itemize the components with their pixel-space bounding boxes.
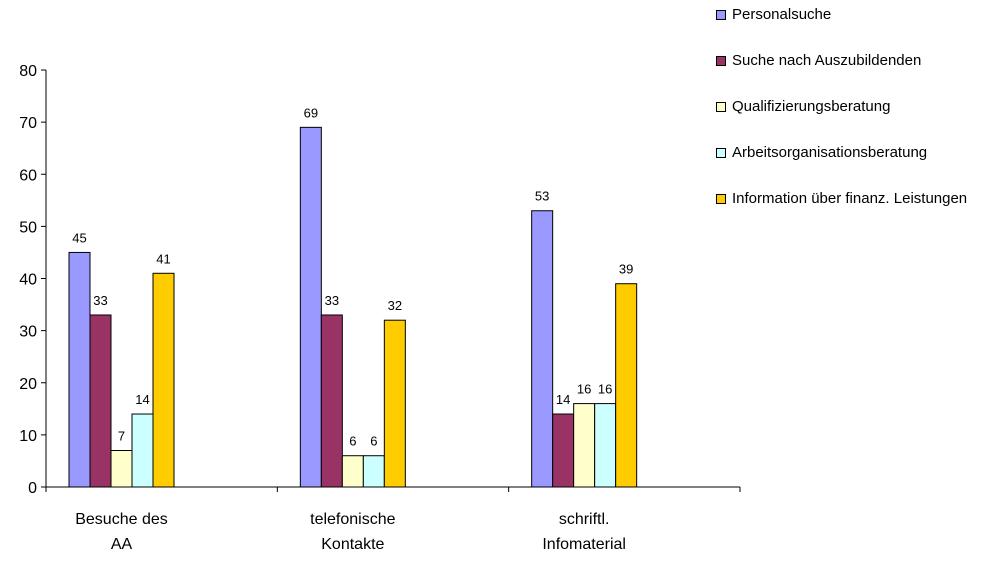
data-label: 32 [388, 298, 402, 313]
data-label: 69 [304, 105, 318, 120]
bar [110, 450, 133, 488]
data-label: 33 [93, 293, 107, 308]
bar [131, 413, 154, 488]
legend-swatch [716, 148, 726, 158]
legend-swatch [716, 10, 726, 20]
x-tick-label: schriftl. [559, 511, 610, 528]
data-label: 14 [135, 392, 149, 407]
y-tick-label: 20 [19, 376, 37, 393]
x-tick-label: Besuche des [75, 511, 168, 528]
data-label: 14 [556, 392, 570, 407]
bar [89, 314, 112, 488]
legend-swatch [716, 56, 726, 66]
bar [531, 210, 554, 488]
legend-label: Suche nach Auszubildenden [732, 52, 922, 69]
y-tick-label: 30 [19, 324, 37, 341]
x-tick-label: Infomaterial [542, 536, 626, 553]
bar [383, 319, 406, 488]
data-label: 53 [535, 189, 549, 204]
bar [362, 455, 385, 488]
legend-label: Qualifizierungsberatung [732, 98, 891, 115]
bar [573, 403, 596, 488]
x-tick-label: AA [111, 536, 133, 553]
legend-item: Arbeitsorganisationsberatung [712, 144, 982, 162]
bar [615, 283, 638, 488]
legend-item: Suche nach Auszubildenden [712, 52, 982, 70]
bar [594, 403, 617, 488]
y-tick-label: 50 [19, 219, 37, 236]
bar [299, 126, 322, 488]
bar [341, 455, 364, 488]
y-tick-label: 0 [28, 480, 37, 497]
y-tick-label: 10 [19, 428, 37, 445]
y-tick-label: 80 [19, 63, 37, 80]
data-label: 41 [156, 251, 170, 266]
bar [152, 272, 175, 488]
data-label: 45 [72, 230, 86, 245]
x-tick-label: Kontakte [321, 536, 384, 553]
y-tick-label: 70 [19, 115, 37, 132]
chart-legend: Personalsuche Suche nach Auszubildenden Qu… [712, 6, 982, 236]
data-label: 16 [577, 382, 591, 397]
y-tick-label: 60 [19, 167, 37, 184]
legend-label: Personalsuche [732, 6, 832, 23]
x-tick-label: telefonische [310, 511, 395, 528]
legend-swatch [716, 194, 726, 204]
bar [552, 413, 575, 488]
legend-label: Arbeitsorganisationsberatung [732, 144, 928, 161]
bar [320, 314, 343, 488]
data-label: 33 [325, 293, 339, 308]
bar [68, 251, 91, 488]
legend-swatch [716, 102, 726, 112]
y-tick-label: 40 [19, 272, 37, 289]
legend-item: Qualifizierungsberatung [712, 98, 982, 116]
data-label: 16 [598, 382, 612, 397]
data-label: 39 [619, 262, 633, 277]
data-label: 6 [370, 434, 377, 449]
legend-item: Personalsuche [712, 6, 982, 24]
data-label: 6 [349, 434, 356, 449]
legend-label: Information über finanz. Leistungen [732, 190, 968, 207]
data-label: 7 [118, 429, 125, 444]
legend-item: Information über finanz. Leistungen [712, 190, 982, 208]
